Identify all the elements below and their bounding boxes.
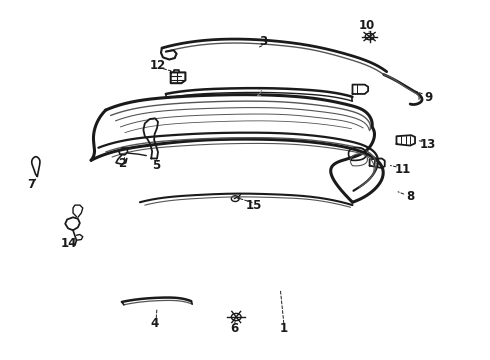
Text: 6: 6 (230, 322, 238, 335)
Text: 10: 10 (359, 19, 375, 32)
Text: 12: 12 (150, 59, 166, 72)
Text: 1: 1 (280, 322, 288, 335)
Text: 8: 8 (406, 190, 414, 203)
Text: 11: 11 (394, 163, 411, 176)
Text: 7: 7 (27, 178, 35, 191)
Text: 2: 2 (257, 89, 262, 98)
Text: 9: 9 (424, 91, 432, 104)
Text: 3: 3 (260, 35, 268, 49)
Text: 4: 4 (150, 317, 159, 330)
Text: 15: 15 (245, 199, 262, 212)
Text: 2: 2 (118, 157, 126, 170)
Text: 5: 5 (152, 159, 160, 172)
Text: 13: 13 (420, 138, 437, 150)
Text: 14: 14 (61, 237, 77, 250)
